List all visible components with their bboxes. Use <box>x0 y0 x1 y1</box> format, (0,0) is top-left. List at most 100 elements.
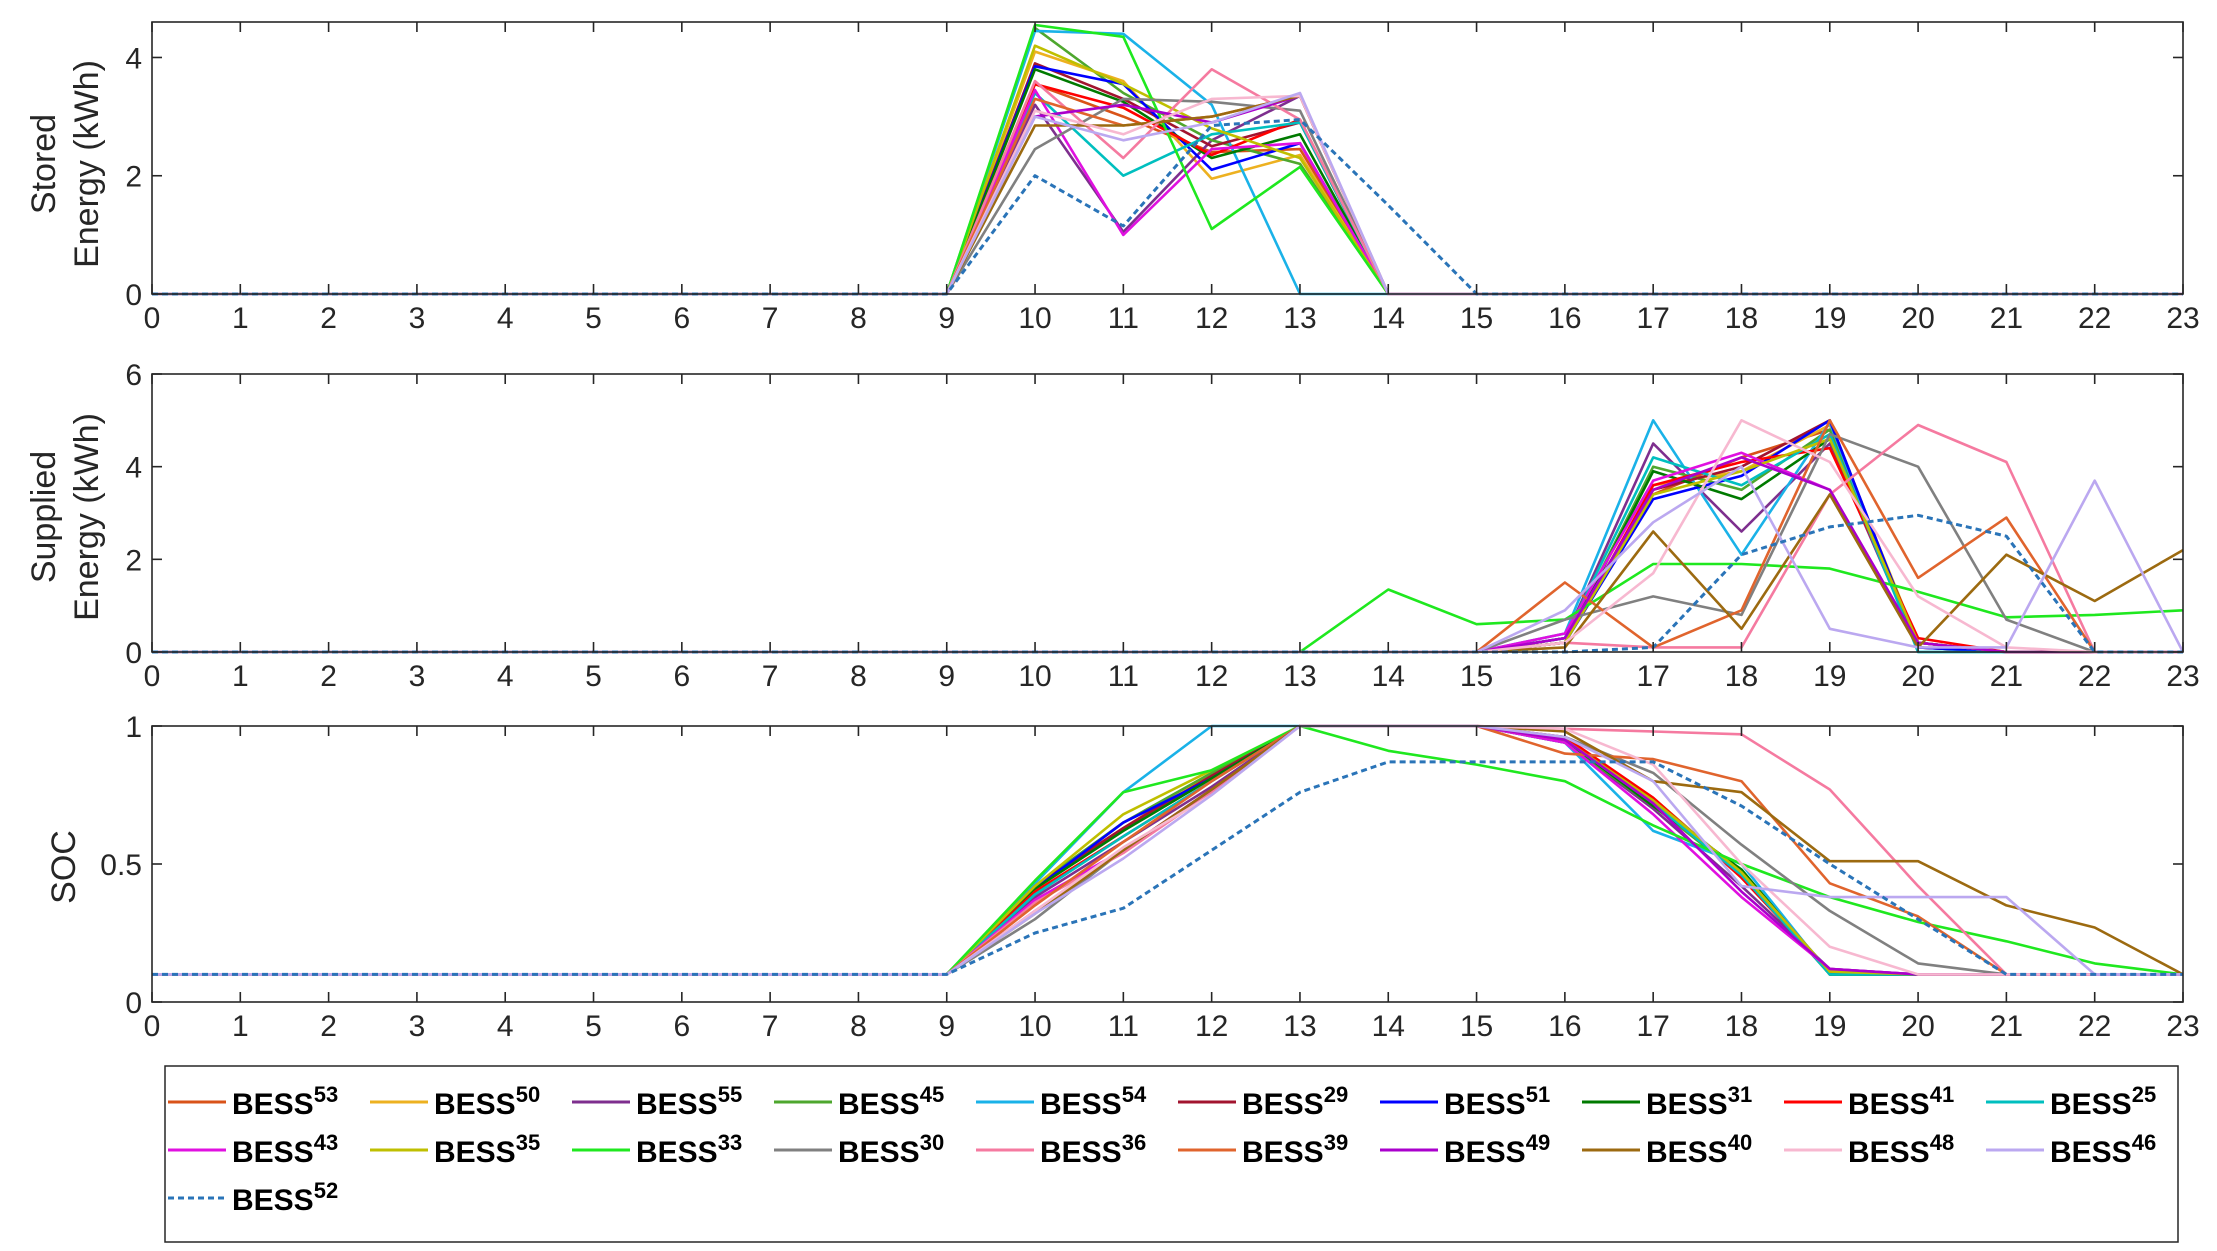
stored-xtick-label: 6 <box>673 302 690 335</box>
stored-xtick-label: 0 <box>144 302 161 335</box>
legend-label: BESS54 <box>1040 1082 1147 1121</box>
soc-xtick-label: 13 <box>1283 1010 1316 1043</box>
stored-xtick-label: 3 <box>409 302 426 335</box>
legend-item-bess52: BESS52 <box>168 1178 338 1217</box>
legend-label: BESS49 <box>1444 1130 1550 1169</box>
legend-box <box>164 1065 2179 1243</box>
soc-xtick-label: 17 <box>1636 1010 1669 1043</box>
supplied-xtick-label: 13 <box>1283 660 1316 693</box>
legend-item-bess45: BESS45 <box>774 1082 944 1121</box>
supplied-xtick-label: 6 <box>673 660 690 693</box>
stored-ytick-label: 2 <box>125 161 142 194</box>
soc-xtick-label: 11 <box>1108 1010 1139 1043</box>
legend-label: BESS45 <box>838 1082 944 1121</box>
soc-ytick-label: 1 <box>125 711 142 744</box>
legend-item-bess25: BESS25 <box>1986 1082 2156 1121</box>
soc-ytick-label: 0 <box>125 987 142 1020</box>
legend-item-bess48: BESS48 <box>1784 1130 1954 1169</box>
soc-series-bess52 <box>152 760 2183 976</box>
supplied-xtick-label: 19 <box>1813 660 1846 693</box>
soc-xtick-label: 7 <box>762 1010 779 1043</box>
soc-xtick-label: 9 <box>938 1010 955 1043</box>
stored-xtick-label: 10 <box>1018 302 1051 335</box>
legend-item-bess36: BESS36 <box>976 1130 1146 1169</box>
legend-label: BESS41 <box>1848 1082 1954 1121</box>
soc-xtick-label: 20 <box>1901 1010 1934 1043</box>
stored-xtick-label: 14 <box>1372 302 1405 335</box>
soc-xtick-label: 19 <box>1813 1010 1846 1043</box>
supplied-ytick-label: 0 <box>125 637 142 670</box>
stored-xtick-label: 18 <box>1725 302 1758 335</box>
supplied-xtick-label: 12 <box>1195 660 1228 693</box>
legend-label: BESS35 <box>434 1130 540 1169</box>
legend-label: BESS46 <box>2050 1130 2156 1169</box>
soc-ytick-label: 0.5 <box>100 849 142 882</box>
stored-xtick-label: 11 <box>1108 302 1139 335</box>
legend-label: BESS53 <box>232 1082 338 1121</box>
soc-xtick-label: 10 <box>1018 1010 1051 1043</box>
soc-xtick-label: 16 <box>1548 1010 1581 1043</box>
soc-xtick-label: 21 <box>1990 1010 2023 1043</box>
legend-label: BESS30 <box>838 1130 944 1169</box>
stored-xtick-label: 16 <box>1548 302 1581 335</box>
soc-xtick-label: 6 <box>673 1010 690 1043</box>
legend-item-bess30: BESS30 <box>774 1130 944 1169</box>
supplied-xtick-label: 14 <box>1372 660 1405 693</box>
soc-xtick-label: 18 <box>1725 1010 1758 1043</box>
soc-xtick-label: 14 <box>1372 1010 1405 1043</box>
stored-ylabel-line2: Energy (kWh) <box>68 60 106 268</box>
legend-item-bess40: BESS40 <box>1582 1130 1752 1169</box>
soc-xtick-label: 22 <box>2078 1010 2111 1043</box>
legend-item-bess50: BESS50 <box>370 1082 540 1121</box>
supplied-axes-frame <box>151 373 2184 653</box>
legend-item-bess29: BESS29 <box>1178 1082 1348 1121</box>
legend-item-bess55: BESS55 <box>572 1082 742 1121</box>
legend-label: BESS31 <box>1646 1082 1752 1121</box>
soc-subplot: 0 1 2 3 4 5 6 7 8 9 10 11 12 13 14 15 16 17 18 19 20 21 22 2300… <box>45 711 2200 1043</box>
legend-item-bess46: BESS46 <box>1986 1130 2156 1169</box>
stored-ylabel-line1: Stored <box>25 114 63 214</box>
legend-item-bess43: BESS43 <box>168 1130 338 1169</box>
stored-xtick-label: 2 <box>320 302 337 335</box>
soc-xtick-label: 2 <box>320 1010 337 1043</box>
legend-item-bess49: BESS49 <box>1380 1130 1550 1169</box>
supplied-xtick-label: 16 <box>1548 660 1581 693</box>
supplied-xtick-label: 15 <box>1460 660 1493 693</box>
legend-item-bess35: BESS35 <box>370 1130 540 1169</box>
supplied-xtick-label: 10 <box>1018 660 1051 693</box>
stored-ytick-label: 4 <box>125 42 142 75</box>
legend-item-bess53: BESS53 <box>168 1082 338 1121</box>
soc-xtick-label: 3 <box>409 1010 426 1043</box>
soc-xtick-label: 4 <box>497 1010 514 1043</box>
supplied-xtick-label: 21 <box>1990 660 2023 693</box>
supplied-ylabel-line1: Supplied <box>25 451 63 583</box>
stored-axes-frame <box>151 21 2184 295</box>
stored-energy-subplot: 0 1 2 3 4 5 6 7 8 9 10 11 12 13 14 15 16 17 18 19 20 21 22 2302… <box>25 21 2200 335</box>
supplied-xtick-label: 7 <box>762 660 779 693</box>
supplied-xtick-label: 22 <box>2078 660 2111 693</box>
supplied-xtick-label: 5 <box>585 660 602 693</box>
soc-xtick-label: 23 <box>2166 1010 2199 1043</box>
stored-xtick-label: 12 <box>1195 302 1228 335</box>
legend-label: BESS48 <box>1848 1130 1954 1169</box>
supplied-xtick-label: 9 <box>938 660 955 693</box>
stored-xtick-label: 17 <box>1636 302 1669 335</box>
supplied-ytick-label: 6 <box>125 359 142 392</box>
legend-label: BESS50 <box>434 1082 540 1121</box>
legend-label: BESS43 <box>232 1130 338 1169</box>
soc-xtick-label: 15 <box>1460 1010 1493 1043</box>
stored-xtick-label: 15 <box>1460 302 1493 335</box>
legend-label: BESS29 <box>1242 1082 1348 1121</box>
soc-xtick-label: 5 <box>585 1010 602 1043</box>
stored-xtick-label: 1 <box>232 302 249 335</box>
supplied-xtick-label: 0 <box>144 660 161 693</box>
stored-xtick-label: 7 <box>762 302 779 335</box>
legend-item-bess39: BESS39 <box>1178 1130 1348 1169</box>
stored-xtick-label: 4 <box>497 302 514 335</box>
soc-xtick-label: 8 <box>850 1010 867 1043</box>
stored-xtick-label: 8 <box>850 302 867 335</box>
stored-xtick-label: 20 <box>1901 302 1934 335</box>
legend-item-bess54: BESS54 <box>976 1082 1147 1121</box>
stored-xtick-label: 23 <box>2166 302 2199 335</box>
